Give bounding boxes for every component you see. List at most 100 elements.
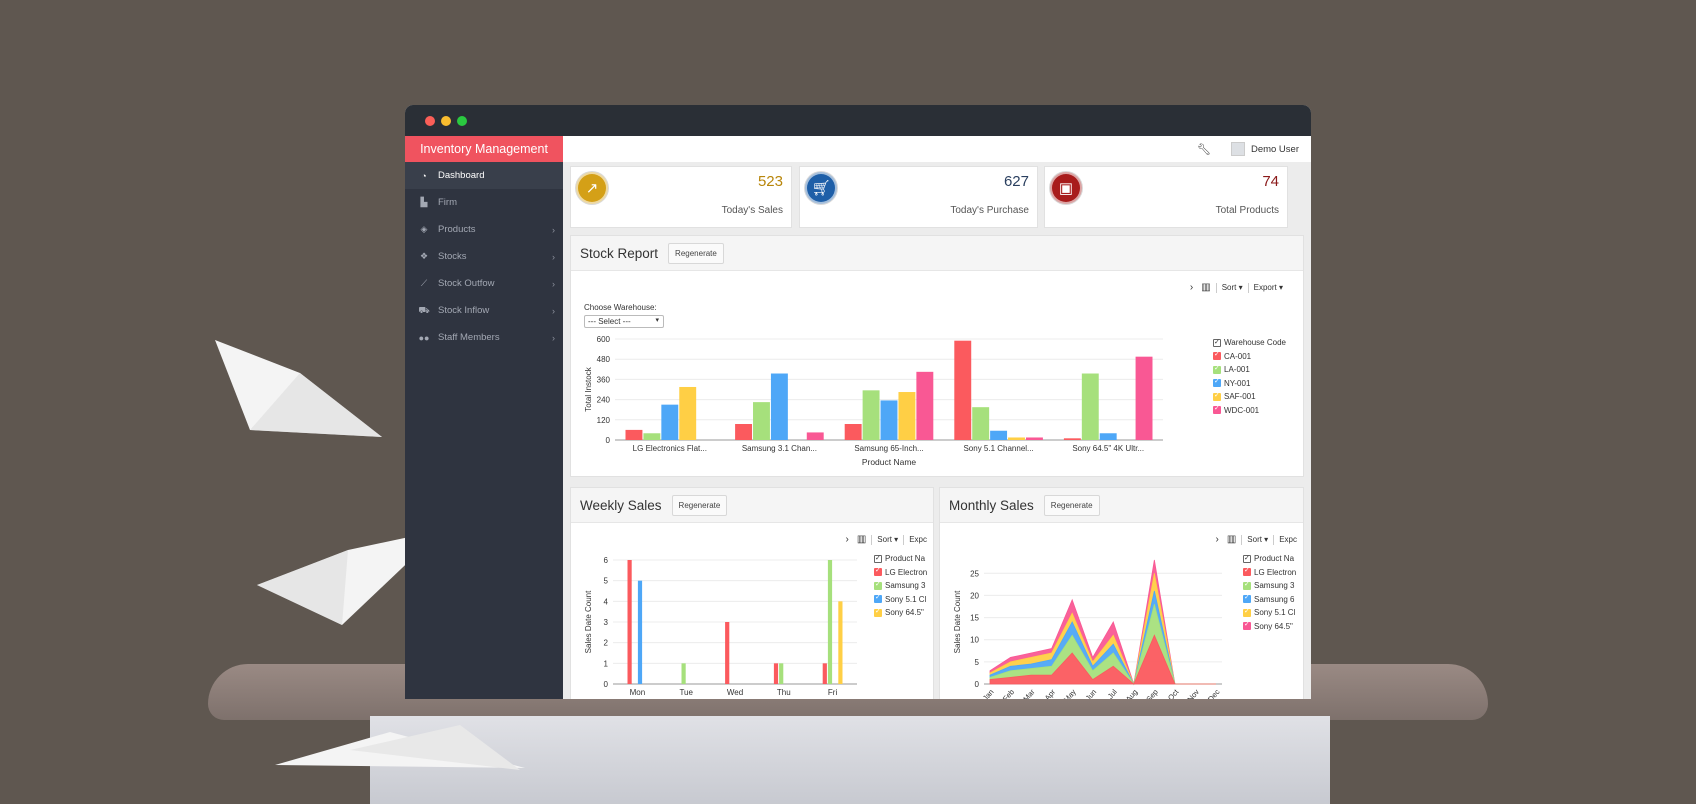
bar[interactable] [954, 340, 972, 440]
maximize-window-button[interactable] [457, 115, 467, 126]
regenerate-button[interactable]: Regenerate [668, 242, 724, 264]
sidebar-item-dashboard[interactable]: ◔ Dashboard [405, 162, 563, 189]
chevron-right-icon: › [552, 224, 555, 235]
bar[interactable] [725, 622, 730, 684]
bar[interactable] [770, 373, 788, 440]
app-brand[interactable]: Inventory Management [405, 136, 563, 162]
bar[interactable] [625, 429, 643, 440]
x-tick-label: Tue [679, 688, 693, 697]
bar[interactable] [679, 386, 697, 440]
bar[interactable] [916, 371, 934, 440]
bar[interactable] [753, 402, 770, 440]
legend-item[interactable]: Sony 5.1 Cl [1243, 606, 1301, 620]
legend-item[interactable]: Sony 5.1 Cl [874, 593, 930, 607]
avatar[interactable] [1230, 142, 1245, 156]
chevron-right-icon[interactable]: › [1189, 282, 1194, 293]
bar[interactable] [972, 407, 990, 440]
bar[interactable] [1063, 438, 1081, 440]
bar[interactable] [779, 663, 784, 684]
export-button[interactable]: Expc [1279, 535, 1297, 544]
bar[interactable] [1008, 437, 1025, 440]
warehouse-select[interactable]: --- Select --- ▾ [584, 315, 664, 328]
x-tick-label: Samsung 65-Inch... [854, 444, 923, 453]
bar[interactable] [827, 560, 833, 684]
chart-type-icon[interactable]: ▥ [1226, 534, 1237, 545]
y-tick-label: 5 [604, 577, 609, 586]
chart-type-icon[interactable]: ▥ [1201, 282, 1211, 293]
legend-item[interactable]: Sony 64.5" [1243, 620, 1301, 634]
bar[interactable] [1081, 373, 1099, 440]
bar[interactable] [838, 601, 843, 684]
panel-header: Weekly Sales Regenerate [571, 488, 933, 523]
legend-label: LG Electron [1254, 567, 1297, 577]
legend-item[interactable]: Samsung 6 [1243, 593, 1301, 607]
legend-item[interactable]: Sony 64.5" [874, 606, 930, 620]
sidebar-item-stocks[interactable]: ❖ Stocks › [405, 243, 563, 270]
legend-item[interactable]: Samsung 3 [1243, 579, 1301, 593]
legend-item[interactable]: LG Electron [874, 566, 930, 580]
legend-item[interactable]: WDC-001 [1213, 404, 1286, 418]
legend-title-text: Warehouse Code [1224, 338, 1286, 348]
legend-item[interactable]: Samsung 3 [874, 579, 930, 593]
sidebar-item-stock-outfow[interactable]: ⟋ Stock Outfow › [405, 270, 563, 297]
regenerate-button[interactable]: Regenerate [1043, 494, 1100, 516]
sidebar-item-label: Stocks [438, 251, 467, 262]
legend-title[interactable]: Warehouse Code [1213, 336, 1286, 350]
chevron-right-icon[interactable]: › [845, 534, 849, 545]
x-tick-label: Apr [1043, 687, 1058, 699]
area-series[interactable] [989, 634, 1216, 685]
bar[interactable] [806, 432, 824, 440]
sidebar-item-staff-members[interactable]: ●● Staff Members › [405, 324, 563, 351]
sidebar-item-firm[interactable]: ▙ Firm [405, 189, 563, 216]
bar[interactable] [822, 663, 827, 684]
legend-title[interactable]: Product Na [874, 552, 930, 566]
bar[interactable] [637, 580, 643, 684]
bar[interactable] [661, 404, 679, 440]
bar[interactable] [898, 392, 916, 440]
user-name[interactable]: Demo User [1250, 143, 1299, 155]
legend-item[interactable]: SAF-001 [1213, 390, 1286, 404]
sort-button[interactable]: Sort ▾ [1247, 535, 1269, 544]
chevron-right-icon[interactable]: › [1215, 534, 1219, 545]
export-button[interactable]: Export ▾ [1253, 283, 1283, 292]
sort-button[interactable]: Sort ▾ [877, 535, 899, 544]
cube-icon: ◈ [420, 224, 428, 234]
bar[interactable] [1099, 433, 1117, 440]
weekly-sales-panel: Weekly Sales Regenerate › ▥ Sort ▾ Expc … [570, 487, 934, 699]
y-tick-label: 15 [970, 614, 979, 623]
legend-swatch [874, 580, 882, 590]
legend-item[interactable]: NY-001 [1213, 377, 1286, 391]
bar[interactable] [681, 663, 686, 684]
regenerate-button[interactable]: Regenerate [671, 494, 728, 516]
legend-title[interactable]: Product Na [1243, 552, 1301, 566]
bar[interactable] [627, 560, 632, 684]
legend-item[interactable]: CA-001 [1213, 350, 1286, 364]
y-tick-label: 120 [597, 416, 611, 425]
bar[interactable] [1135, 356, 1153, 440]
kpi-value: 74 [1262, 173, 1279, 190]
bar[interactable] [862, 390, 880, 440]
bar[interactable] [643, 433, 661, 440]
sort-button[interactable]: Sort ▾ [1221, 283, 1243, 292]
panel-title: Stock Report [580, 245, 659, 261]
bar[interactable] [990, 430, 1008, 440]
sidebar-item-stock-inflow[interactable]: ⛟ Stock Inflow › [405, 297, 563, 324]
chart-type-icon[interactable]: ▥ [856, 534, 867, 545]
legend-item[interactable]: LG Electron [1243, 566, 1301, 580]
legend-label: Sony 64.5" [885, 608, 924, 618]
minimize-window-button[interactable] [441, 115, 451, 126]
bar[interactable] [844, 424, 862, 440]
cart-icon: ⛟ [418, 304, 430, 315]
x-tick-label: Sony 5.1 Channel... [963, 444, 1033, 453]
trend-up-icon: ↗ [576, 172, 608, 204]
legend-item[interactable]: LA-001 [1213, 363, 1286, 377]
bar[interactable] [880, 400, 898, 440]
sidebar-item-products[interactable]: ◈ Products › [405, 216, 563, 243]
bar[interactable] [1025, 437, 1043, 440]
wrench-icon[interactable]: 🔧︎ [1196, 143, 1211, 156]
export-button[interactable]: Expc [909, 535, 927, 544]
y-tick-label: 1 [604, 659, 609, 668]
close-window-button[interactable] [425, 115, 435, 126]
bar[interactable] [735, 424, 753, 440]
bar[interactable] [773, 663, 779, 684]
